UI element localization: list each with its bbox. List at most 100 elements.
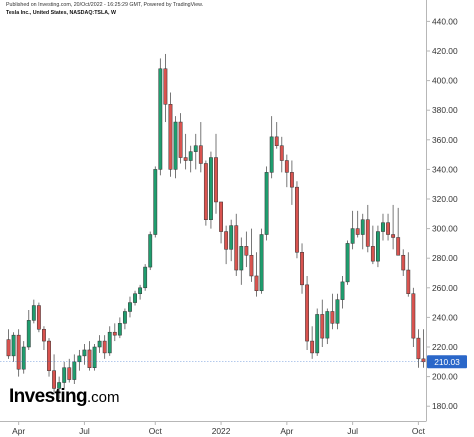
candle <box>102 335 107 359</box>
candle-body <box>138 287 143 294</box>
candle-body <box>406 269 411 294</box>
x-tick-label: Oct <box>412 426 426 436</box>
candle <box>122 308 127 330</box>
candle <box>168 92 173 177</box>
candle <box>381 213 385 241</box>
candle <box>370 225 375 265</box>
candle-body <box>391 234 396 238</box>
candle-body <box>355 228 360 235</box>
candle <box>244 231 249 268</box>
candle <box>138 284 143 300</box>
candle <box>11 332 16 362</box>
candle <box>325 308 330 345</box>
candle-body <box>62 367 67 383</box>
candle-body <box>47 340 51 371</box>
candle-body <box>148 234 153 268</box>
candle <box>335 293 340 330</box>
candle-body <box>107 331 112 354</box>
x-axis: Apr Jul Oct 2022 Apr Jul Oct <box>0 421 427 436</box>
candle <box>239 237 244 285</box>
y-tick-label: 180.00 <box>432 401 458 411</box>
candle-body <box>259 234 264 292</box>
candle <box>376 225 380 268</box>
candle-body <box>133 293 137 303</box>
candle <box>401 249 406 276</box>
candle-body <box>36 305 41 330</box>
y-tick-label: 380.00 <box>432 105 458 115</box>
y-axis: 180.00 200.00 220.00 240.00 260.00 280.00 300.… <box>426 0 458 421</box>
candle-body <box>198 145 203 164</box>
candle-body <box>249 254 254 277</box>
y-tick-label: 400.00 <box>432 76 458 86</box>
y-tick-label: 360.00 <box>432 135 458 145</box>
candle <box>219 201 223 244</box>
candle <box>209 151 213 229</box>
candle-body <box>214 157 218 203</box>
candle-body <box>188 151 193 161</box>
candle <box>153 166 158 238</box>
candle-body <box>178 121 183 158</box>
y-tick-label: 440.00 <box>432 16 458 26</box>
candle <box>67 358 72 383</box>
candle-body <box>102 340 107 354</box>
candle-body <box>31 305 36 321</box>
candle <box>57 376 62 399</box>
candle-body <box>244 246 249 256</box>
candle-body <box>264 172 269 235</box>
candles-layer <box>6 53 426 399</box>
candle-body <box>370 246 375 262</box>
y-tick-label: 220.00 <box>432 342 458 352</box>
y-tick-label: 320.00 <box>432 194 458 204</box>
candle-body <box>295 186 299 253</box>
candle <box>295 181 299 259</box>
y-tick-label: 260.00 <box>432 283 458 293</box>
candle-body <box>365 219 370 247</box>
candle-body <box>224 231 229 250</box>
candle-body <box>320 314 325 339</box>
candle <box>391 204 396 250</box>
candle <box>214 133 218 214</box>
candle <box>406 252 411 297</box>
candle <box>198 122 203 173</box>
candle-body <box>16 334 21 370</box>
candle <box>47 338 51 377</box>
candle <box>6 329 11 359</box>
last-price-label: 210.03 <box>434 357 460 367</box>
candle <box>173 116 178 179</box>
candle-body <box>239 246 244 271</box>
candle <box>340 275 345 309</box>
candle-body <box>209 157 213 220</box>
candle-body <box>42 328 46 342</box>
x-tick-label: Apr <box>280 426 293 436</box>
candle-body <box>11 334 16 357</box>
candle <box>26 310 31 350</box>
candle <box>16 329 21 377</box>
candle-body <box>6 339 11 357</box>
x-tick-label: Jul <box>79 426 90 436</box>
candle-body <box>386 222 390 235</box>
candle-body <box>330 311 335 324</box>
candle <box>396 207 401 256</box>
candle <box>183 133 188 170</box>
candle <box>92 344 97 371</box>
candle <box>31 299 36 324</box>
candle-body <box>158 68 163 170</box>
x-tick-label: Jul <box>347 426 358 436</box>
candle-body <box>92 346 97 368</box>
candle-body <box>376 231 380 262</box>
candle <box>148 231 153 271</box>
candle-body <box>52 370 56 389</box>
candle-body <box>345 243 350 283</box>
candle <box>36 302 41 333</box>
candle-body <box>284 160 289 173</box>
candle <box>21 341 26 374</box>
x-tick-label: Apr <box>12 426 25 436</box>
y-tick-label: 420.00 <box>432 46 458 56</box>
y-tick-label: 300.00 <box>432 224 458 234</box>
logo-main: Investing <box>9 386 88 407</box>
candle <box>87 341 92 371</box>
candle <box>163 53 168 123</box>
candle-body <box>97 340 102 348</box>
candle-body <box>340 281 345 300</box>
